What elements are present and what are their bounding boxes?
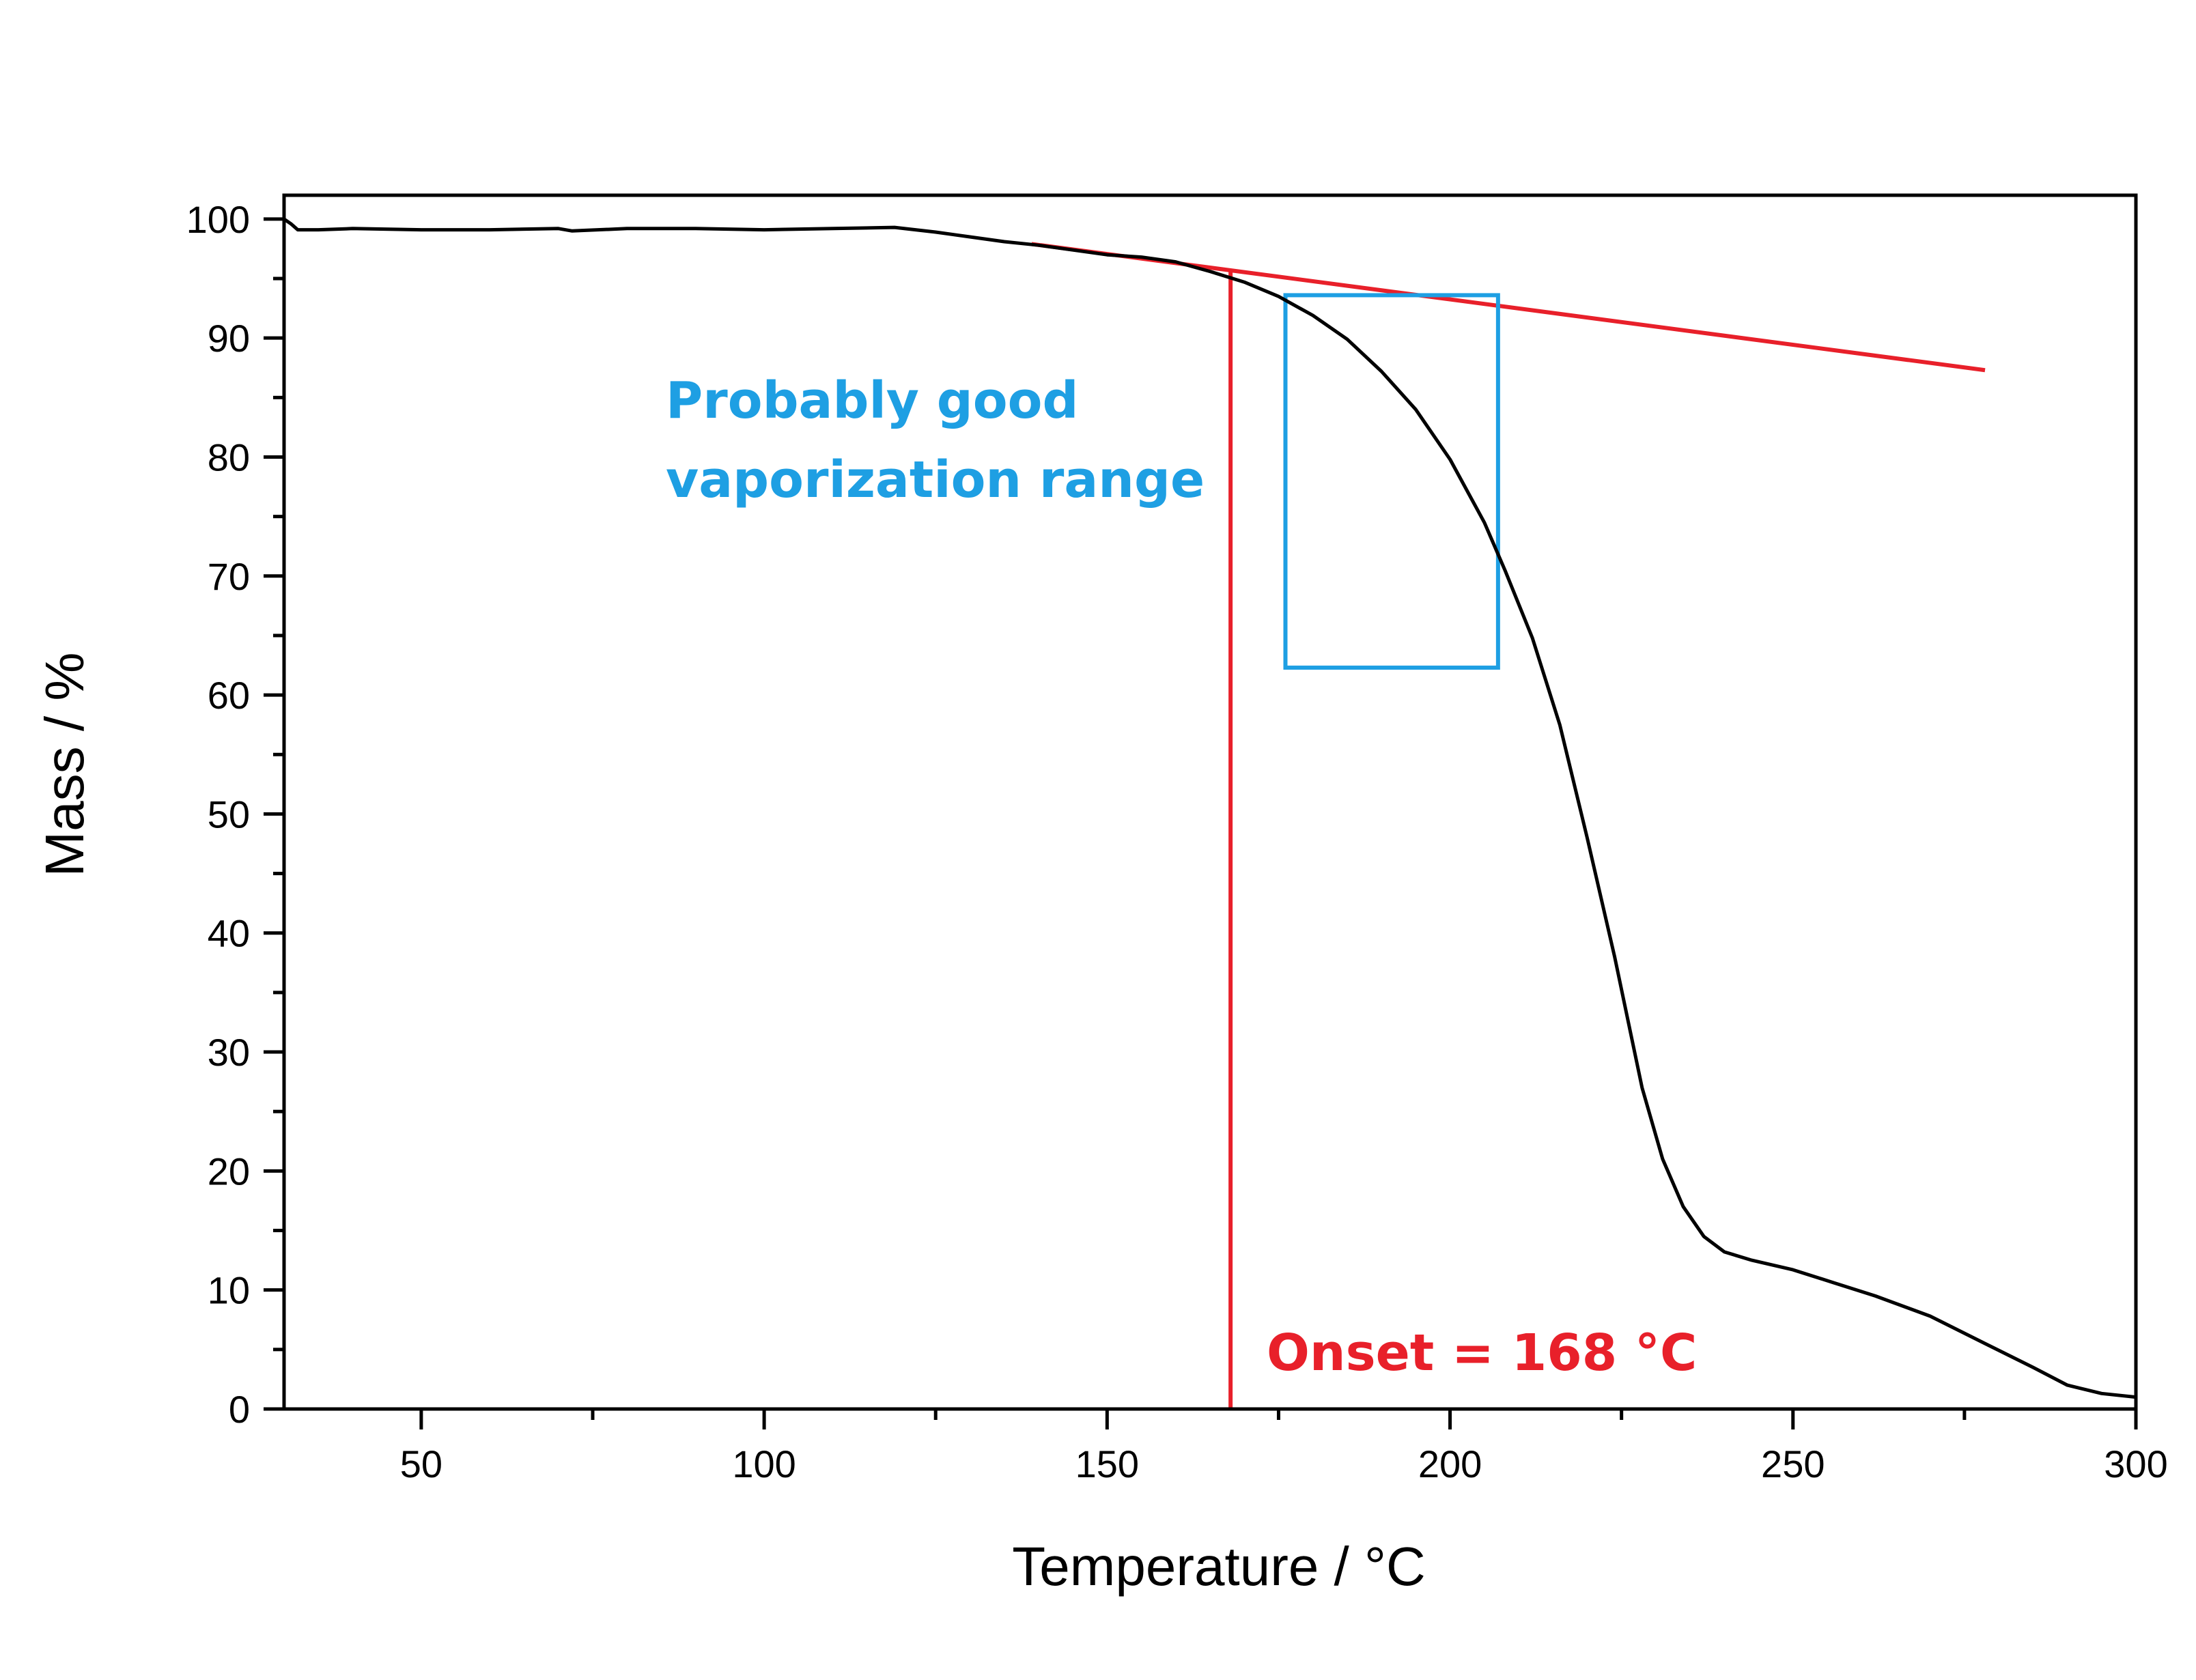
x-tick-label: 50 <box>400 1442 442 1485</box>
axis-tick-labels: 50 100 150 200 250 300 0 10 20 30 40 50 60 70 80 90 100 <box>186 198 2168 1485</box>
x-tick-label: 100 <box>732 1442 796 1485</box>
y-tick-label: 20 <box>208 1150 250 1193</box>
onset-label: Onset = 168 °C <box>1267 1324 1697 1382</box>
y-tick-label: 70 <box>208 555 250 598</box>
range-label-line-2: vaporization range <box>666 451 1205 509</box>
y-tick-label: 0 <box>229 1388 250 1431</box>
range-label-line-1: Probably good <box>666 371 1078 430</box>
plot-frame <box>282 193 2138 1411</box>
y-tick-label: 40 <box>208 912 250 955</box>
mass-curve <box>283 217 2137 1399</box>
x-tick-label: 150 <box>1075 1442 1139 1485</box>
x-tick-label: 300 <box>2104 1442 2167 1485</box>
y-tick-label: 100 <box>186 198 250 241</box>
x-tick-label: 200 <box>1418 1442 1482 1485</box>
vaporization-range-box <box>1283 293 1500 670</box>
y-axis-title: Mass / % <box>34 653 95 877</box>
y-tick-label: 30 <box>208 1031 250 1074</box>
y-tick-label: 10 <box>208 1269 250 1312</box>
x-axis-title: Temperature / °C <box>1012 1536 1426 1597</box>
axis-ticks <box>264 217 2138 1429</box>
y-tick-label: 60 <box>208 674 250 717</box>
y-tick-label: 80 <box>208 436 250 479</box>
x-tick-label: 250 <box>1761 1442 1825 1485</box>
y-tick-label: 90 <box>208 317 250 360</box>
y-tick-label: 50 <box>208 793 250 836</box>
